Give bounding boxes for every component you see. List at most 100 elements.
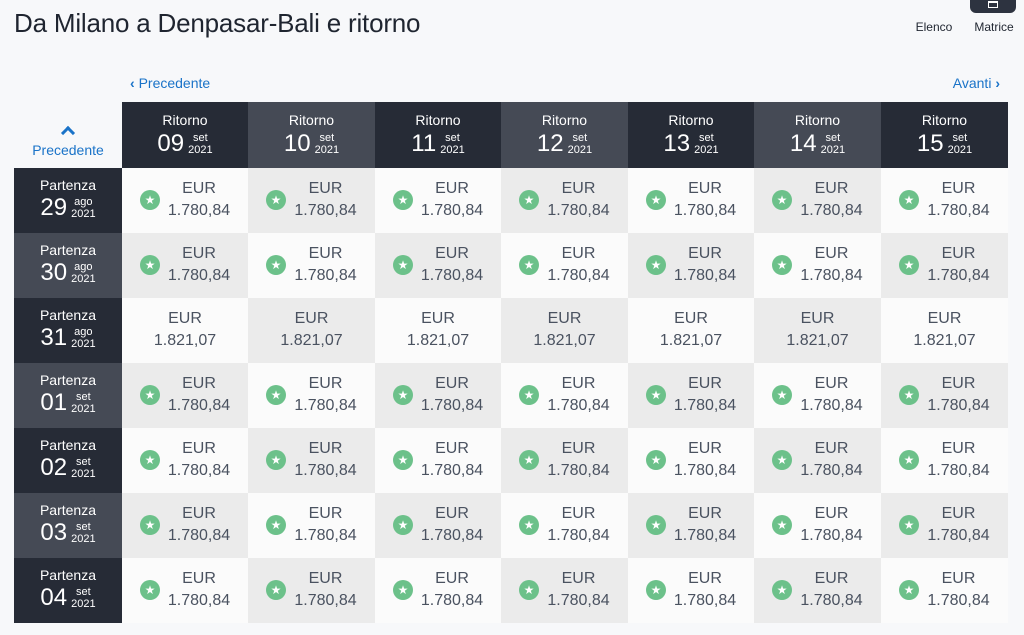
fare-cell[interactable]: EUR 1.821,07 <box>501 298 628 363</box>
fare-cell[interactable]: ★ EUR 1.780,84 <box>501 428 628 493</box>
fare-cell[interactable]: ★ EUR 1.780,84 <box>248 493 375 558</box>
fare-cell[interactable]: ★ EUR 1.780,84 <box>122 428 248 493</box>
star-icon: ★ <box>519 190 539 210</box>
return-date-header[interactable]: Ritorno 10 set 2021 <box>248 102 375 168</box>
fare-cell[interactable]: ★ EUR 1.780,84 <box>754 363 881 428</box>
fare-cell[interactable]: EUR 1.821,07 <box>122 298 248 363</box>
fare-price: EUR 1.780,84 <box>411 243 493 287</box>
fare-cell[interactable]: ★ EUR 1.780,84 <box>754 168 881 233</box>
fare-cell[interactable]: ★ EUR 1.780,84 <box>628 493 754 558</box>
fare-currency: EUR <box>688 440 722 457</box>
return-date-header[interactable]: Ritorno 15 set 2021 <box>881 102 1008 168</box>
fare-cell[interactable]: ★ EUR 1.780,84 <box>628 558 754 623</box>
matrix-view-button[interactable] <box>970 0 1016 13</box>
fare-price: EUR 1.780,84 <box>158 373 240 417</box>
fare-cell[interactable]: EUR 1.821,07 <box>628 298 754 363</box>
next-columns-link[interactable]: Avanti › <box>953 75 1000 91</box>
fare-amount: 1.780,84 <box>294 397 357 414</box>
fare-cell[interactable]: ★ EUR 1.780,84 <box>375 168 501 233</box>
fare-cell[interactable]: ★ EUR 1.780,84 <box>248 233 375 298</box>
fare-cell[interactable]: ★ EUR 1.780,84 <box>248 363 375 428</box>
departure-date-header[interactable]: Partenza 01 set 2021 <box>14 363 122 428</box>
fare-cell[interactable]: ★ EUR 1.780,84 <box>248 558 375 623</box>
fare-amount: 1.780,84 <box>294 527 357 544</box>
fare-amount: 1.780,84 <box>800 592 863 609</box>
previous-rows-link[interactable]: Precedente <box>14 124 122 158</box>
fare-cell[interactable]: EUR 1.821,07 <box>248 298 375 363</box>
previous-rows-label: Precedente <box>32 142 104 158</box>
departure-day: 31 <box>40 324 68 351</box>
fare-cell[interactable]: ★ EUR 1.780,84 <box>881 363 1008 428</box>
fare-price: EUR 1.780,84 <box>664 373 746 417</box>
fare-cell[interactable]: ★ EUR 1.780,84 <box>122 558 248 623</box>
star-icon: ★ <box>772 450 792 470</box>
fare-cell[interactable]: ★ EUR 1.780,84 <box>375 558 501 623</box>
fare-cell[interactable]: ★ EUR 1.780,84 <box>501 493 628 558</box>
fare-cell[interactable]: ★ EUR 1.780,84 <box>881 493 1008 558</box>
chevron-left-icon: ‹ <box>130 75 135 91</box>
fare-cell[interactable]: ★ EUR 1.780,84 <box>501 168 628 233</box>
fare-cell[interactable]: ★ EUR 1.780,84 <box>375 493 501 558</box>
return-date-header[interactable]: Ritorno 13 set 2021 <box>628 102 754 168</box>
fare-cell[interactable]: ★ EUR 1.780,84 <box>501 363 628 428</box>
departure-date-header[interactable]: Partenza 03 set 2021 <box>14 493 122 558</box>
view-list-option[interactable]: Elenco <box>904 0 964 45</box>
fare-cell[interactable]: EUR 1.821,07 <box>754 298 881 363</box>
return-date-header[interactable]: Ritorno 12 set 2021 <box>501 102 628 168</box>
departure-date-header[interactable]: Partenza 30 ago 2021 <box>14 233 122 298</box>
fare-amount: 1.780,84 <box>927 592 990 609</box>
fare-cell[interactable]: ★ EUR 1.780,84 <box>501 558 628 623</box>
fare-price: EUR 1.780,84 <box>917 243 1000 287</box>
fare-cell[interactable]: ★ EUR 1.780,84 <box>375 233 501 298</box>
fare-cell[interactable]: ★ EUR 1.780,84 <box>375 428 501 493</box>
fare-cell[interactable]: EUR 1.821,07 <box>375 298 501 363</box>
return-date-header[interactable]: Ritorno 11 set 2021 <box>375 102 501 168</box>
fare-cell[interactable]: ★ EUR 1.780,84 <box>248 428 375 493</box>
departure-date-header[interactable]: Partenza 04 set 2021 <box>14 558 122 623</box>
fare-cell[interactable]: ★ EUR 1.780,84 <box>881 558 1008 623</box>
return-date-header[interactable]: Ritorno 14 set 2021 <box>754 102 881 168</box>
previous-columns-link[interactable]: ‹ Precedente <box>130 75 210 91</box>
departure-date-header[interactable]: Partenza 29 ago 2021 <box>14 168 122 233</box>
fare-cell[interactable]: ★ EUR 1.780,84 <box>754 233 881 298</box>
departure-date-header[interactable]: Partenza 02 set 2021 <box>14 428 122 493</box>
fare-cell[interactable]: ★ EUR 1.780,84 <box>628 168 754 233</box>
fare-amount: 1.780,84 <box>927 527 990 544</box>
fare-cell[interactable]: ★ EUR 1.780,84 <box>122 363 248 428</box>
return-day: 09 <box>157 130 185 157</box>
fare-cell[interactable]: ★ EUR 1.780,84 <box>628 233 754 298</box>
fare-cell[interactable]: ★ EUR 1.780,84 <box>754 428 881 493</box>
departure-month-year: ago 2021 <box>71 194 95 220</box>
fare-cell[interactable]: ★ EUR 1.780,84 <box>501 233 628 298</box>
departure-label: Partenza <box>39 437 97 453</box>
star-icon: ★ <box>519 385 539 405</box>
star-icon: ★ <box>393 450 413 470</box>
departure-month: set <box>76 521 91 533</box>
fare-cell[interactable]: ★ EUR 1.780,84 <box>628 428 754 493</box>
fare-cell[interactable]: EUR 1.821,07 <box>881 298 1008 363</box>
departure-date-header[interactable]: Partenza 31 ago 2021 <box>14 298 122 363</box>
return-date: 14 set 2021 <box>754 130 881 158</box>
fare-cell[interactable]: ★ EUR 1.780,84 <box>122 233 248 298</box>
return-month: set <box>193 132 208 144</box>
departure-label: Partenza <box>39 307 97 323</box>
view-matrix-option[interactable]: Matrice <box>964 0 1024 45</box>
star-icon: ★ <box>772 385 792 405</box>
fare-amount: 1.821,07 <box>659 332 723 349</box>
fare-currency: EUR <box>547 310 582 327</box>
fare-price: EUR 1.780,84 <box>664 568 746 612</box>
fare-cell[interactable]: ★ EUR 1.780,84 <box>122 493 248 558</box>
fare-cell[interactable]: ★ EUR 1.780,84 <box>375 363 501 428</box>
fare-cell[interactable]: ★ EUR 1.780,84 <box>628 363 754 428</box>
fare-cell[interactable]: ★ EUR 1.780,84 <box>881 233 1008 298</box>
fare-cell[interactable]: ★ EUR 1.780,84 <box>881 168 1008 233</box>
fare-cell[interactable]: ★ EUR 1.780,84 <box>754 493 881 558</box>
fare-currency: EUR <box>182 180 216 197</box>
fare-cell[interactable]: ★ EUR 1.780,84 <box>754 558 881 623</box>
fare-cell[interactable]: ★ EUR 1.780,84 <box>881 428 1008 493</box>
return-year: 2021 <box>694 144 719 156</box>
fare-cell[interactable]: ★ EUR 1.780,84 <box>122 168 248 233</box>
fare-cell[interactable]: ★ EUR 1.780,84 <box>248 168 375 233</box>
return-date-header[interactable]: Ritorno 09 set 2021 <box>122 102 248 168</box>
fare-price: EUR 1.780,84 <box>158 178 240 222</box>
